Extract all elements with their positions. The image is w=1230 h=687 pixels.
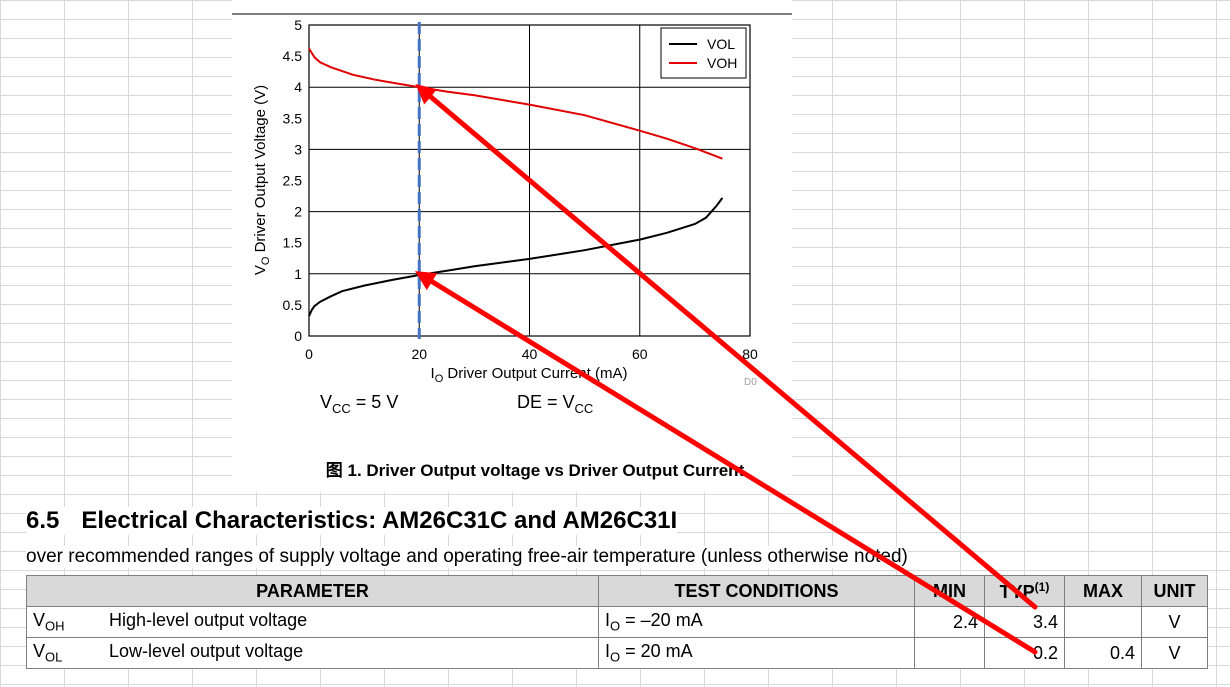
chart-figure: 0 20 40 60 80 0 0.5 1 1.5 2 2.5 3 3.5 4 4.5 5 VOL VOH VO… bbox=[232, 13, 792, 480]
symbol-main: V bbox=[33, 641, 46, 662]
cond-sub: O bbox=[610, 649, 621, 665]
symbol-sub: OL bbox=[45, 649, 63, 665]
y-tick-label: 1.5 bbox=[283, 235, 303, 251]
parameter-symbol: VOH bbox=[33, 610, 109, 634]
y-tick-label: 3.5 bbox=[283, 110, 303, 126]
table-row: VOL Low-level output voltage IO = 20 mA 0… bbox=[26, 637, 1208, 669]
min-cell: 2.4 bbox=[914, 606, 985, 638]
table-row: VOH High-level output voltage IO = –20 mA… bbox=[26, 606, 1208, 638]
max-cell: 0.4 bbox=[1064, 637, 1142, 669]
header-max: MAX bbox=[1064, 575, 1142, 607]
header-typ-note: (1) bbox=[1034, 579, 1050, 594]
header-unit: UNIT bbox=[1141, 575, 1208, 607]
y-tick-label: 1 bbox=[294, 266, 302, 282]
legend-label: VOL bbox=[707, 36, 735, 52]
y-tick-label: 0.5 bbox=[283, 297, 303, 313]
symbol-main: V bbox=[33, 610, 46, 631]
x-tick-label: 20 bbox=[411, 346, 427, 362]
header-min: MIN bbox=[914, 575, 985, 607]
legend-label: VOH bbox=[707, 55, 737, 71]
header-typ-label: TYP bbox=[999, 581, 1035, 602]
x-tick-label: 60 bbox=[632, 346, 648, 362]
parameter-description: Low-level output voltage bbox=[109, 641, 304, 662]
y-tick-label: 2 bbox=[294, 204, 302, 220]
parameter-description: High-level output voltage bbox=[109, 610, 308, 631]
cond-rest: = 20 mA bbox=[620, 641, 693, 662]
y-tick-label: 2.5 bbox=[283, 173, 303, 189]
y-axis-label: VO Driver Output Voltage (V) bbox=[252, 85, 272, 275]
unit-cell: V bbox=[1141, 637, 1208, 669]
table-header-row: PARAMETER TEST CONDITIONS MIN TYP(1) MAX… bbox=[26, 575, 1208, 607]
unit-cell: V bbox=[1141, 606, 1208, 638]
header-test-conditions: TEST CONDITIONS bbox=[598, 575, 915, 607]
test-condition-cell: IO = –20 mA bbox=[598, 606, 915, 638]
x-tick-label: 80 bbox=[742, 346, 758, 362]
typ-cell: 3.4 bbox=[984, 606, 1065, 638]
min-cell bbox=[914, 637, 985, 669]
section-heading: 6.5 Electrical Characteristics: AM26C31C … bbox=[26, 507, 678, 535]
y-tick-label: 5 bbox=[294, 17, 302, 33]
parameter-cell: VOH High-level output voltage bbox=[26, 606, 599, 638]
symbol-sub: OH bbox=[45, 618, 65, 634]
x-tick-label: 40 bbox=[522, 346, 538, 362]
section-title: Electrical Characteristics: AM26C31C and… bbox=[81, 507, 678, 534]
section-number: 6.5 bbox=[26, 507, 60, 534]
max-cell bbox=[1064, 606, 1142, 638]
legend-box bbox=[660, 27, 747, 79]
y-tick-label: 4.5 bbox=[283, 48, 303, 64]
cond-rest: = –20 mA bbox=[620, 610, 703, 631]
section-subtitle: over recommended ranges of supply voltag… bbox=[26, 546, 908, 568]
chart-legend: VOL VOH bbox=[660, 27, 747, 79]
figure-caption: 图 1. Driver Output voltage vs Driver Out… bbox=[326, 461, 745, 480]
header-typ: TYP(1) bbox=[984, 575, 1065, 607]
condition-vcc: VCC = 5 V bbox=[320, 392, 398, 416]
parameter-symbol: VOL bbox=[33, 641, 109, 665]
x-tick-label: 0 bbox=[305, 346, 313, 362]
header-parameter: PARAMETER bbox=[26, 575, 599, 607]
test-condition-cell: IO = 20 mA bbox=[598, 637, 915, 669]
y-tick-label: 0 bbox=[294, 328, 302, 344]
y-tick-label: 3 bbox=[294, 141, 302, 157]
parameter-cell: VOL Low-level output voltage bbox=[26, 637, 599, 669]
chart-watermark: D0 bbox=[744, 377, 757, 388]
electrical-characteristics-table: PARAMETER TEST CONDITIONS MIN TYP(1) MAX… bbox=[26, 575, 1208, 669]
typ-cell: 0.2 bbox=[984, 637, 1065, 669]
y-tick-label: 4 bbox=[294, 79, 302, 95]
cond-sub: O bbox=[610, 618, 621, 634]
